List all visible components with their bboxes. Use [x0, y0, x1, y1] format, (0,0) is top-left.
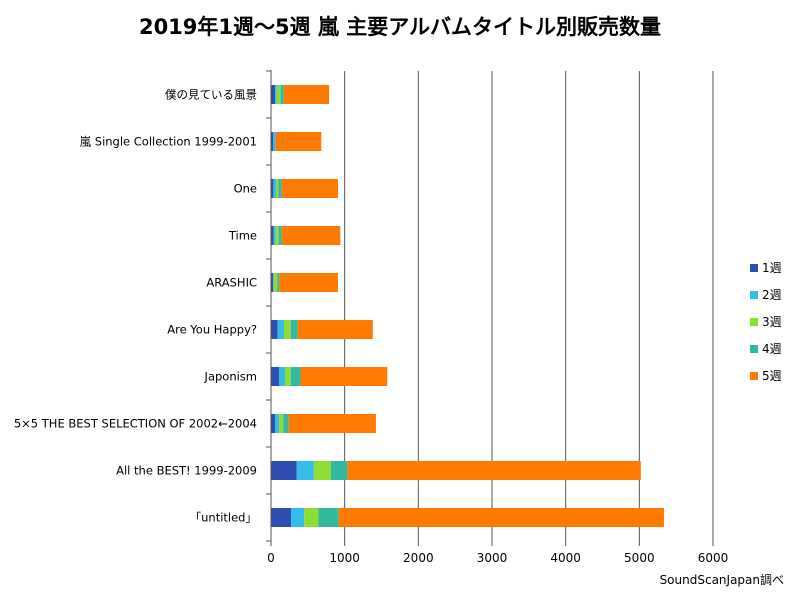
legend-swatch	[750, 372, 758, 380]
bar-segment	[275, 132, 322, 151]
legend-swatch	[750, 318, 758, 326]
bar-segment	[278, 179, 282, 198]
x-tick-label: 6000	[698, 551, 729, 565]
bar-segment	[297, 320, 373, 339]
bar-segment	[318, 508, 339, 527]
bar-segment	[273, 179, 277, 198]
bar-segment	[277, 273, 280, 292]
bar-segment	[271, 132, 273, 151]
bar-segment	[271, 414, 276, 433]
x-tick-label: 1000	[329, 551, 360, 565]
legend-label: 4週	[762, 342, 782, 356]
legend-label: 5週	[762, 369, 782, 383]
bar-segment	[291, 508, 305, 527]
category-label: Time	[228, 229, 257, 243]
bar-segment	[296, 461, 314, 480]
bar-segment	[290, 367, 301, 386]
bar-segment	[347, 461, 641, 480]
bar-segment	[280, 85, 284, 104]
bar-segment	[330, 461, 348, 480]
bar-segment	[271, 367, 280, 386]
legend-swatch	[750, 345, 758, 353]
bar-segment	[300, 367, 388, 386]
category-label: 5×5 THE BEST SELECTION OF 2002←2004	[14, 417, 257, 431]
bar-segment	[288, 414, 376, 433]
bar-segment	[275, 85, 277, 104]
x-tick-label: 4000	[550, 551, 581, 565]
bar-segment	[283, 85, 330, 104]
bar-segment	[272, 273, 274, 292]
bar-segment	[281, 179, 338, 198]
bar-segment	[283, 414, 289, 433]
bar-segment	[279, 414, 284, 433]
bar-segment	[338, 508, 664, 527]
source-note: SoundScanJapan調べ	[660, 573, 784, 587]
legend-label: 2週	[762, 288, 782, 302]
bar-segment	[278, 226, 282, 245]
x-tick-label: 5000	[624, 551, 655, 565]
bar-segment	[271, 273, 273, 292]
bar-segment	[304, 508, 319, 527]
category-label: 僕の見ている風景	[165, 88, 257, 102]
bar-segment	[271, 226, 274, 245]
bar-segment	[276, 85, 281, 104]
category-label: All the BEST! 1999-2009	[116, 464, 257, 478]
bar-segment	[272, 132, 276, 151]
category-label: Are You Happy?	[167, 323, 257, 337]
category-label: 嵐 Single Collection 1999-2001	[80, 135, 257, 149]
x-tick-label: 3000	[477, 551, 508, 565]
category-label: Japonism	[204, 370, 257, 384]
category-label: ARASHIC	[206, 276, 257, 290]
bar-segment	[271, 508, 292, 527]
x-tick-label: 0	[267, 551, 275, 565]
bar-segment	[271, 85, 276, 104]
chart-title: 2019年1週～5週 嵐 主要アルバムタイトル別販売数量	[139, 15, 661, 39]
legend-swatch	[750, 264, 758, 272]
bar-segment	[276, 179, 279, 198]
bar-segment	[277, 320, 285, 339]
bar-segment	[285, 367, 291, 386]
category-label: 「untitled」	[190, 511, 257, 525]
legend-label: 1週	[762, 261, 782, 275]
bar-segment	[271, 179, 274, 198]
bar-segment	[273, 226, 276, 245]
bar-segment	[281, 226, 341, 245]
bar-segment	[279, 367, 286, 386]
bar-segment	[271, 320, 278, 339]
bar-segment	[273, 273, 278, 292]
bar-segment	[271, 461, 297, 480]
category-label: One	[234, 182, 257, 196]
bar-segment	[275, 414, 280, 433]
x-tick-label: 2000	[403, 551, 434, 565]
legend-label: 3週	[762, 315, 782, 329]
bar-segment	[313, 461, 331, 480]
bar-segment	[275, 226, 279, 245]
bar-segment	[284, 320, 291, 339]
legend-swatch	[750, 291, 758, 299]
bar-segment	[290, 320, 298, 339]
bar-segment	[279, 273, 338, 292]
